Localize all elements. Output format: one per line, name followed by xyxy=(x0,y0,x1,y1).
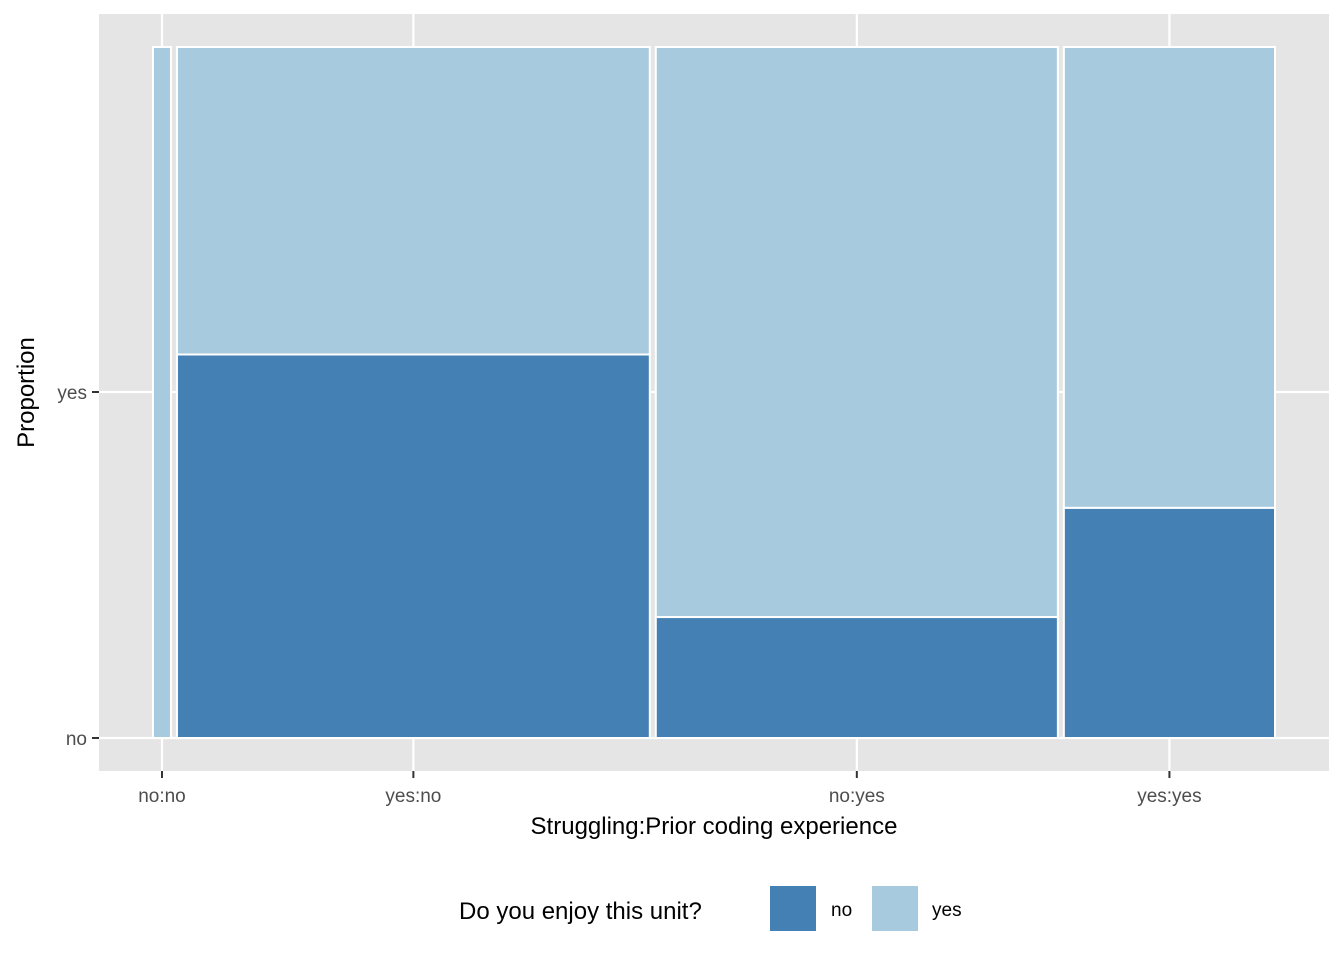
legend-label-no: no xyxy=(831,900,852,921)
tile-no-yes-yes xyxy=(1062,506,1277,739)
tile-no-yes-no xyxy=(175,353,651,739)
x-axis: no:no yes:no no:yes yes:yes xyxy=(138,771,1202,807)
y-tick-label: yes xyxy=(57,383,87,404)
legend-key-no xyxy=(770,886,816,931)
tile-yes-yes-no xyxy=(175,46,651,356)
tile-yes-yes-yes xyxy=(1062,46,1277,509)
x-tick-label: yes:yes xyxy=(1137,786,1201,807)
tile-no-no-yes xyxy=(654,616,1059,740)
x-tick-label: yes:no xyxy=(385,786,441,807)
y-tick-label: no xyxy=(66,729,87,750)
y-axis-title: Proportion xyxy=(13,337,40,448)
x-tick-label: no:yes xyxy=(829,786,885,807)
x-tick-label: no:no xyxy=(138,786,186,807)
tile-yes-no-yes xyxy=(654,46,1059,619)
tile-yes-no-no xyxy=(152,46,172,739)
mosaic-tiles xyxy=(152,46,1277,740)
legend-label-yes: yes xyxy=(932,900,962,921)
x-axis-title: Struggling:Prior coding experience xyxy=(531,813,898,840)
legend-key-yes xyxy=(872,886,918,931)
legend-title: Do you enjoy this unit? xyxy=(459,898,702,925)
legend: Do you enjoy this unit? no yes xyxy=(459,886,962,931)
y-axis: no yes xyxy=(57,383,99,750)
